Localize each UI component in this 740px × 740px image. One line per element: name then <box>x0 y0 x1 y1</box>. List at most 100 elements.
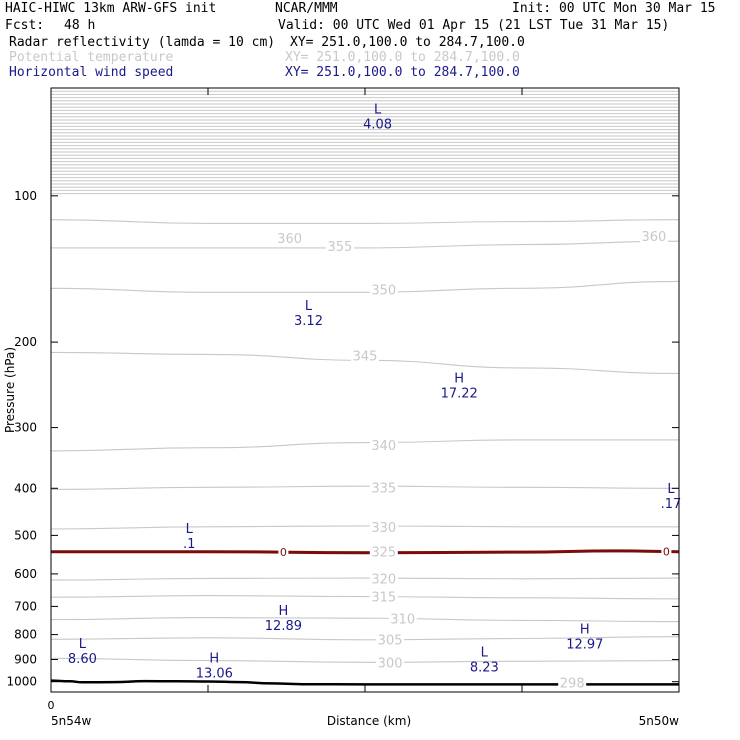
y-tick-label: 1000 <box>6 675 37 689</box>
theta-contour-310 <box>50 617 680 623</box>
theta-contour-320 <box>50 577 680 581</box>
terrain-surface <box>50 679 679 686</box>
terrain-line <box>50 679 679 686</box>
theta-label: 298 <box>560 676 585 691</box>
wind-extremum-value: 8.23 <box>470 661 499 676</box>
theta-label: 360 <box>641 230 666 245</box>
theta-label-bg <box>369 282 398 297</box>
x-left-endpoint: 5n54w <box>51 714 92 728</box>
freezing-label: 0 <box>663 546 670 559</box>
theta-label-bg <box>558 675 587 690</box>
wind-extremum-value: 12.89 <box>265 619 302 634</box>
theta-label: 320 <box>371 572 396 587</box>
theta-label-bg <box>369 571 398 586</box>
theta-contour-340 <box>50 439 679 452</box>
theta-label-bg <box>369 480 398 495</box>
theta-label-bg <box>369 438 398 453</box>
theta-label: 310 <box>390 613 415 628</box>
x-axis-label: Distance (km) <box>327 714 411 728</box>
x-axis: 0 <box>48 88 680 712</box>
theta-contour-315 <box>50 595 680 600</box>
y-tick-label: 300 <box>14 421 37 435</box>
y-axis: 100 200 300 400 500 600 700 800 900 1000 <box>6 189 679 689</box>
x-right-endpoint: 5n50w <box>639 714 680 728</box>
wind-extremum-high-marker: H <box>454 372 464 387</box>
x-tick-label: 0 <box>48 699 55 712</box>
theta-label-bg <box>325 239 354 254</box>
wind-extremum-value: .17 <box>661 497 682 512</box>
y-tick-label: 700 <box>14 599 37 613</box>
theta-label-bg <box>369 589 398 604</box>
theta-label: 330 <box>371 521 396 536</box>
freezing-label-bg <box>661 546 672 557</box>
y-tick-label: 800 <box>14 628 37 642</box>
field-theta: Potential temperature <box>9 50 174 65</box>
plot-title: HAIC-HIWC 13km ARW-GFS init <box>5 1 217 16</box>
y-tick-label: 200 <box>14 335 37 349</box>
valid-time: Valid: 00 UTC Wed 01 Apr 15 (21 LST Tue … <box>278 18 670 33</box>
organization: NCAR/MMM <box>275 1 338 16</box>
theta-label: 355 <box>327 240 352 255</box>
theta-label-bg <box>388 611 417 626</box>
wind-extremum-value: 4.08 <box>363 117 392 132</box>
theta-contour-350 <box>50 280 680 293</box>
field-reflectivity: Radar reflectivity (lamda = 10 cm) <box>9 35 276 50</box>
theta-label: 360 <box>277 232 302 247</box>
y-tick-label: 100 <box>14 189 37 203</box>
wind-extremum-low-marker: L <box>186 522 194 537</box>
field-wind-xy: XY= 251.0,100.0 to 284.7,100.0 <box>285 65 520 80</box>
theta-label-bg <box>376 632 405 647</box>
wind-extremum-low-marker: L <box>305 299 313 314</box>
y-tick-label: 600 <box>14 567 37 581</box>
theta-contour-355 <box>51 240 680 249</box>
theta-label-bg <box>275 230 304 245</box>
theta-labels: 360 355 360 350 345 340 335 330 325 320 315 310 305 3… <box>275 229 668 691</box>
stratosphere-band <box>51 87 679 195</box>
theta-label: 300 <box>378 656 403 671</box>
freezing-label: 0 <box>280 546 287 559</box>
theta-label-bg <box>376 655 405 670</box>
theta-contours <box>50 219 680 663</box>
wind-extremum-value: 3.12 <box>294 314 323 329</box>
wind-extremum-low-marker: L <box>667 482 675 497</box>
theta-contour-335 <box>50 485 680 490</box>
theta-label: 315 <box>371 591 396 606</box>
wind-extremum-value: 13.06 <box>196 667 233 682</box>
theta-label-bg <box>639 229 668 243</box>
theta-label: 350 <box>371 284 396 299</box>
theta-label: 340 <box>371 439 396 454</box>
field-wind: Horizontal wind speed <box>9 65 174 80</box>
wind-extremum-low-marker: L <box>481 646 489 661</box>
theta-contour-360 <box>50 219 680 224</box>
wind-extremum-value: 17.22 <box>441 387 478 402</box>
forecast-hour: 48 h <box>64 18 96 33</box>
y-tick-label: 400 <box>14 481 37 495</box>
theta-label: 335 <box>371 481 396 496</box>
wind-extremum-high-marker: H <box>209 652 219 667</box>
wind-extremum-low-marker: L <box>374 102 382 117</box>
wind-extremum-value: .1 <box>183 537 195 552</box>
theta-label-bg <box>369 544 398 559</box>
theta-contour-305 <box>50 636 680 641</box>
wind-extremum-value: 12.97 <box>566 637 603 652</box>
theta-contour-300 <box>50 657 680 663</box>
field-reflectivity-xy: XY= 251.0,100.0 to 284.7,100.0 <box>290 35 525 50</box>
wind-extremum-low-marker: L <box>79 637 87 652</box>
y-tick-label: 900 <box>14 653 37 667</box>
wind-extremum-high-marker: H <box>580 622 590 637</box>
theta-label: 305 <box>378 634 403 649</box>
freezing-level-line <box>51 549 680 555</box>
freezing-label-bg <box>278 547 289 558</box>
theta-label-bg <box>351 348 379 363</box>
init-time: Init: 00 UTC Mon 30 Mar 15 <box>512 1 716 16</box>
plot-frame <box>50 87 680 693</box>
forecast-label: Fcst: <box>5 18 45 33</box>
wind-extremum-high-marker: H <box>279 604 289 619</box>
y-tick-label: 500 <box>14 528 37 542</box>
theta-label: 325 <box>371 545 396 560</box>
theta-label: 345 <box>353 349 378 364</box>
field-theta-xy: XY= 251.0,100.0 to 284.7,100.0 <box>285 50 520 65</box>
